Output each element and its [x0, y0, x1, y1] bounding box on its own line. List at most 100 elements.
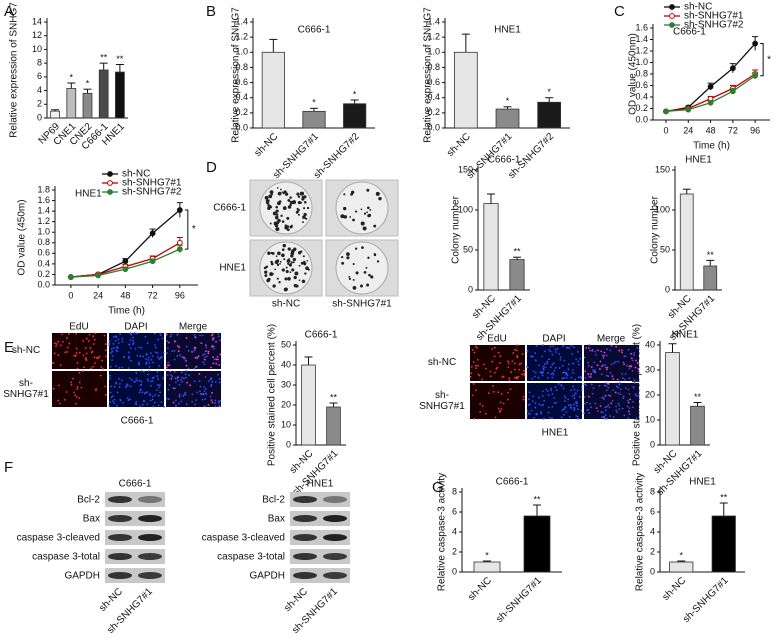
y-tick-label: 50	[463, 244, 473, 254]
cell	[511, 360, 514, 363]
cell	[605, 368, 608, 371]
cell	[550, 389, 552, 392]
colony	[343, 193, 346, 196]
cell	[117, 338, 120, 341]
y-tick-label: 4	[37, 85, 42, 95]
cell	[98, 355, 101, 358]
cell	[589, 373, 592, 376]
y-tick-label: 0	[452, 566, 457, 576]
cell	[202, 354, 204, 357]
cell	[211, 338, 214, 341]
cell	[544, 350, 546, 353]
cell	[165, 366, 168, 369]
cell	[141, 403, 144, 406]
cell	[590, 366, 593, 368]
cell	[118, 342, 120, 344]
cell	[565, 346, 568, 349]
y-axis-label: Positive stained cell percent (%)	[267, 324, 278, 466]
bar	[509, 259, 525, 291]
y-tick-label: 1.4	[37, 205, 50, 215]
colony	[343, 206, 347, 211]
cell	[176, 379, 179, 382]
cell	[471, 394, 474, 397]
y-axis-label: OD value (450m)	[17, 199, 28, 275]
cell	[137, 361, 140, 364]
bar	[473, 561, 501, 573]
colony	[282, 243, 287, 248]
cell	[599, 368, 601, 370]
cell	[210, 334, 213, 337]
cell	[214, 405, 217, 408]
cell	[573, 394, 576, 396]
cell	[518, 368, 521, 371]
blot-band	[293, 553, 317, 560]
cell	[113, 398, 116, 401]
significance-label: **	[720, 492, 728, 502]
cell	[168, 364, 171, 367]
colony	[280, 214, 283, 217]
y-tick-label: 1.6	[37, 195, 50, 205]
y-axis-label: Colony number	[451, 195, 462, 263]
significance-bracket	[184, 209, 189, 250]
cell	[541, 374, 544, 377]
blot-title: C666-1	[119, 479, 152, 490]
colony	[270, 260, 273, 264]
cell	[558, 367, 561, 369]
chart-title: HNE1	[672, 330, 699, 341]
cell	[563, 359, 566, 362]
cell	[545, 388, 547, 391]
cell	[199, 385, 202, 388]
panel-letter: B	[206, 3, 216, 20]
cell	[628, 365, 631, 368]
cell	[499, 362, 501, 364]
cell	[115, 336, 118, 339]
colony	[277, 251, 281, 256]
colony	[270, 251, 273, 255]
cell	[512, 352, 515, 354]
cell	[552, 345, 555, 348]
y-axis-label: Relative caspase-3 activity	[635, 473, 646, 591]
colony	[354, 210, 358, 213]
cell	[94, 362, 96, 365]
cell	[516, 344, 519, 346]
y-tick-label: 0.8	[37, 237, 50, 247]
cell	[145, 361, 148, 364]
cell	[108, 342, 111, 345]
colony	[302, 255, 305, 258]
cell	[470, 365, 473, 368]
cell	[572, 372, 575, 374]
channel-label: DAPI	[542, 334, 565, 345]
protein-label: Bcl-2	[262, 495, 285, 506]
cell	[605, 384, 607, 387]
colony	[341, 255, 344, 259]
cell	[607, 383, 610, 385]
cell	[157, 394, 160, 397]
cell	[104, 343, 107, 345]
cell	[500, 392, 503, 395]
cell	[170, 377, 173, 380]
cell	[500, 408, 503, 411]
cell	[198, 380, 201, 382]
cell	[526, 366, 529, 369]
cell	[609, 371, 612, 374]
cell	[574, 378, 576, 381]
cell	[67, 333, 70, 335]
cell	[515, 349, 518, 352]
y-tick-label: 0.6	[37, 248, 50, 258]
cell	[615, 345, 618, 348]
cell	[143, 370, 145, 373]
cell	[194, 348, 196, 351]
cell	[579, 395, 581, 398]
cell	[196, 391, 198, 394]
cell	[174, 399, 177, 402]
cell	[111, 354, 114, 357]
cell	[541, 370, 543, 373]
colony	[306, 206, 310, 210]
cell	[78, 381, 81, 384]
y-tick-label: 10	[645, 414, 655, 424]
cell	[609, 394, 612, 397]
y-tick-label: 0.2	[235, 107, 248, 117]
colony	[366, 211, 369, 214]
bar	[495, 108, 520, 129]
significance-label: *	[679, 550, 683, 560]
